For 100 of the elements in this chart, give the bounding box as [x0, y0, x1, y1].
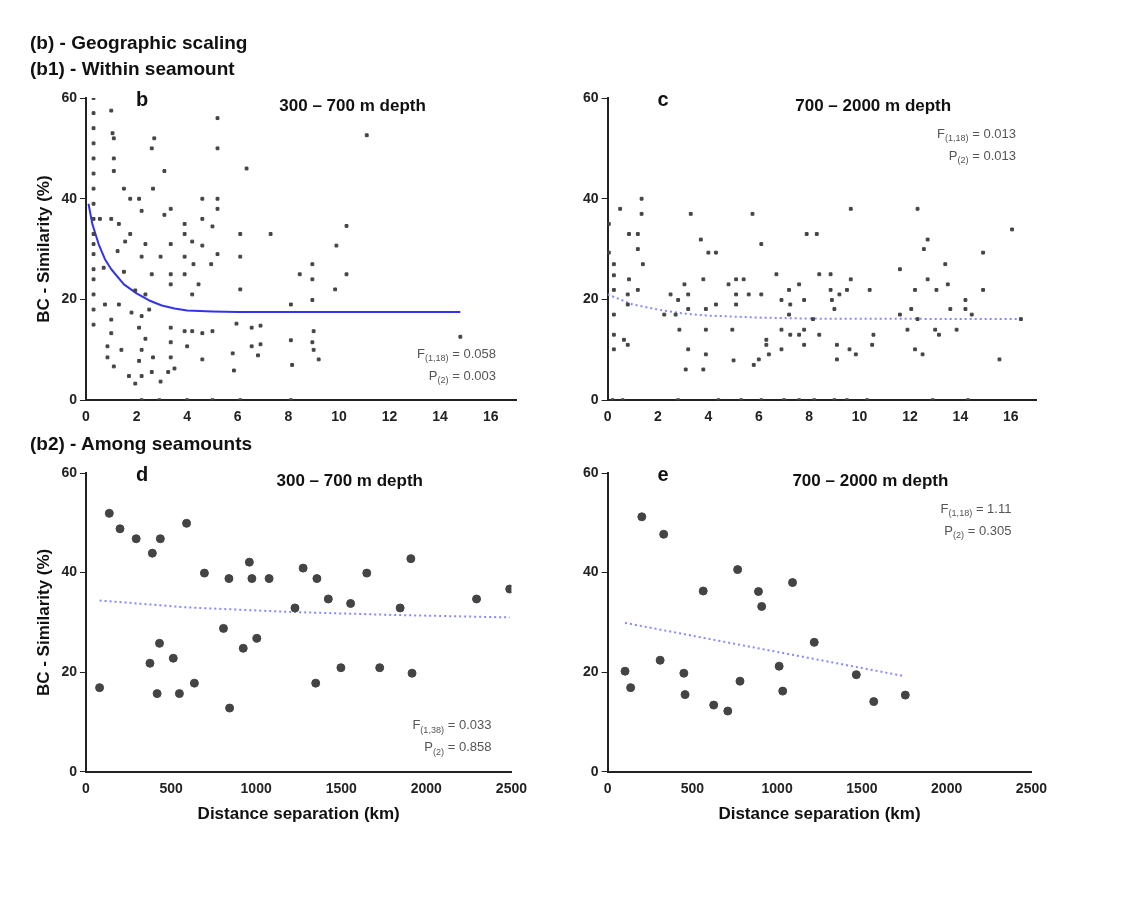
y-tick-label: 60 [582, 463, 599, 480]
point [264, 574, 274, 584]
point [472, 594, 482, 604]
point [869, 697, 879, 707]
point [225, 703, 235, 713]
y-tick-label: 60 [61, 88, 78, 105]
y-axis-title: BC - Similarity (%) [33, 175, 53, 323]
chart-subtitle: 300 – 700 m depth [276, 470, 423, 490]
point [252, 633, 262, 643]
x-tick-label: 4 [183, 408, 192, 425]
point [900, 690, 910, 700]
y-tick-label: 60 [61, 463, 78, 480]
line-series [98, 599, 511, 619]
x-tick-label: 12 [902, 408, 918, 425]
point [655, 655, 665, 665]
point [788, 578, 798, 588]
y-tick-label: 0 [590, 762, 599, 779]
point [362, 568, 372, 578]
x-axis-title: Distance separation (km) [718, 804, 921, 824]
point [312, 574, 322, 584]
y-tick-label: 40 [61, 189, 78, 206]
x-tick-label: 8 [284, 408, 293, 425]
point [145, 658, 155, 668]
text: (b) - Geographic scaling [30, 32, 249, 54]
x-tick-label: 0 [603, 780, 612, 797]
x-tick-label: 2000 [931, 780, 963, 797]
chart-subtitle: 700 – 2000 m depth [792, 470, 949, 490]
x-tick-label: 1500 [846, 780, 878, 797]
point [154, 638, 164, 648]
point [323, 594, 333, 604]
chart-subtitle: 700 – 2000 m depth [795, 95, 952, 115]
point [659, 529, 669, 539]
x-tick-label: 2500 [1015, 780, 1048, 797]
x-tick-label: 0 [82, 780, 91, 797]
point [406, 554, 416, 564]
point [680, 690, 690, 700]
x-tick-label: 8 [805, 408, 814, 425]
point [168, 653, 178, 663]
y-tick-label: 20 [582, 663, 599, 680]
y-tick-label: 20 [61, 290, 78, 307]
x-tick-label: 500 [159, 780, 183, 797]
point [298, 563, 308, 573]
x-tick-label: 4 [704, 408, 713, 425]
point [407, 668, 417, 678]
x-tick-label: 1500 [325, 780, 358, 797]
x-axis-title: Distance separation (km) [197, 804, 400, 824]
point [851, 670, 861, 680]
point [753, 587, 763, 597]
point [290, 603, 300, 613]
point [395, 603, 405, 613]
point [244, 557, 254, 567]
y-tick-label: 0 [590, 391, 599, 408]
point [174, 689, 184, 699]
y-tick-label: 20 [61, 663, 78, 680]
point [709, 700, 719, 710]
point [189, 678, 199, 688]
point [637, 512, 647, 522]
chart-title: e [657, 462, 669, 485]
text: (b2) - Among seamounts [30, 433, 254, 455]
x-tick-label: 12 [381, 408, 398, 425]
x-tick-label: 0 [603, 408, 612, 425]
chart-title: b [135, 87, 149, 110]
y-tick-label: 0 [69, 762, 78, 779]
point [199, 568, 209, 578]
x-tick-label: 0 [82, 408, 91, 425]
point [757, 601, 767, 611]
point [104, 508, 114, 518]
x-tick-label: 1000 [761, 780, 793, 797]
x-tick-label: 1000 [240, 780, 272, 797]
point [147, 548, 157, 558]
x-tick-label: 6 [233, 408, 242, 425]
point [115, 524, 125, 534]
point [698, 586, 708, 596]
point [95, 683, 105, 693]
x-tick-label: 2500 [495, 780, 528, 797]
point [679, 668, 689, 678]
y-tick-label: 0 [69, 391, 78, 408]
point [723, 706, 733, 716]
point [182, 518, 192, 528]
point [733, 565, 743, 575]
chart-subtitle: 300 – 700 m depth [279, 95, 426, 115]
x-tick-label: 16 [482, 408, 499, 425]
point [336, 663, 346, 673]
point [620, 666, 630, 676]
x-tick-label: 16 [1003, 408, 1019, 425]
y-tick-label: 20 [582, 290, 599, 307]
point [247, 574, 257, 584]
x-tick-label: 500 [680, 780, 705, 797]
y-tick-label: 40 [61, 563, 78, 580]
x-tick-label: 2 [132, 408, 141, 425]
point [778, 686, 788, 696]
y-tick-label: 60 [582, 88, 599, 105]
point [626, 683, 636, 693]
x-tick-label: 14 [952, 408, 969, 425]
x-tick-label: 6 [754, 408, 763, 425]
point [346, 598, 356, 608]
x-tick-label: 14 [432, 408, 449, 425]
chart-title: d [135, 462, 149, 485]
point [809, 637, 819, 647]
point [735, 676, 745, 686]
